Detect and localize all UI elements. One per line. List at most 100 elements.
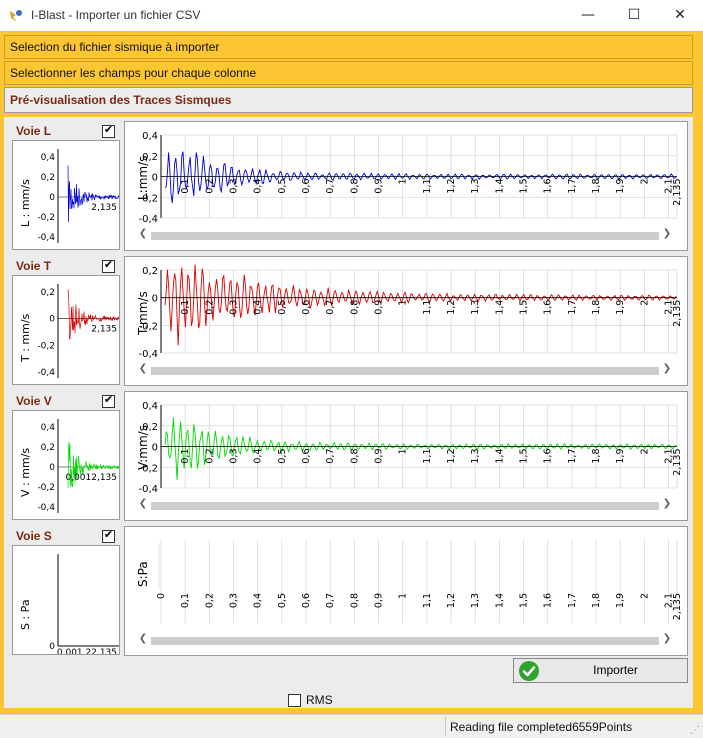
channel-checkbox[interactable]: ✔ <box>102 393 115 408</box>
y-tick-label: -0,4 <box>138 349 158 360</box>
x-tick-label: 1,8 <box>591 593 602 608</box>
scroll-left-icon[interactable]: ❮ <box>138 498 148 509</box>
checkmark-icon: ✔ <box>103 393 114 406</box>
x-tick-label: 1,5 <box>519 593 530 608</box>
scroll-thumb[interactable] <box>151 637 659 645</box>
trace-chart: L:mm/s 0,4 0,2 0 -0,2 -0,4 0,1 0,2 0,3 0,4 0,5 0,6 0… <box>124 121 688 251</box>
y-tick-label: 0,4 <box>142 131 158 142</box>
x-tick-label: 0 <box>156 593 167 599</box>
horizontal-scrollbar[interactable]: ❮ ❯ <box>137 228 673 242</box>
mini-tick-label: 0 <box>49 193 55 203</box>
x-tick-label: 0,7 <box>325 179 336 194</box>
scroll-left-icon[interactable]: ❮ <box>138 363 148 374</box>
x-tick-label: 0,5 <box>277 593 288 608</box>
scroll-right-icon[interactable]: ❯ <box>662 228 672 239</box>
resize-grip-icon[interactable]: ⋰ <box>690 725 700 736</box>
x-tick-label: 1,5 <box>519 449 530 464</box>
x-tick-label: 0,8 <box>349 449 360 464</box>
x-tick-label: 1,4 <box>494 300 505 315</box>
x-tick-label: 1,3 <box>470 449 481 464</box>
title-bar: I-Blast - Importer un fichier CSV — ☐ ✕ <box>0 0 703 31</box>
x-tick-label: 0,7 <box>325 593 336 608</box>
x-tick-label: 0,8 <box>349 300 360 315</box>
scroll-thumb[interactable] <box>151 502 659 510</box>
x-tick-label: 0,5 <box>277 179 288 194</box>
trace-chart: T:mm/s 0,2 0 -0,2 -0,4 0,1 0,2 0,3 0,4 0,5 0,6 0,7 0… <box>124 256 688 386</box>
x-tick-label: 0,6 <box>301 300 312 315</box>
x-tick-label: 2,1 <box>664 300 675 315</box>
x-tick-label: 2,1 <box>664 449 675 464</box>
y-tick-label: 0 <box>152 173 158 184</box>
mini-chart-svg: V : mm/s 0,4 0,2 0 -0,2 -0,4 0,0012,135 <box>19 419 119 513</box>
channel-label: Voie S <box>16 529 52 543</box>
x-tick-label: 2,135 <box>672 593 683 620</box>
x-tick-label: 0,9 <box>374 449 385 464</box>
scroll-left-icon[interactable]: ❮ <box>138 633 148 644</box>
maximize-button[interactable]: ☐ <box>627 7 641 23</box>
x-tick-label: 1,9 <box>615 449 626 464</box>
y-tick-label: 0 <box>152 294 158 305</box>
x-tick-label: 0,3 <box>229 300 240 315</box>
x-tick-label: 2,1 <box>664 179 675 194</box>
section-select-file[interactable]: Selection du fichier sismique à importer <box>4 35 693 59</box>
mini-chart: V : mm/s 0,4 0,2 0 -0,2 -0,4 0,0012,135 <box>12 410 120 520</box>
y-tick-label: 0,2 <box>142 152 158 163</box>
checkmark-icon: ✔ <box>103 528 114 541</box>
scroll-right-icon[interactable]: ❯ <box>662 633 672 644</box>
trace-chart: S:Pa 0 0,1 0,2 0,3 0,4 0,5 0,6 0,7 0,8 0,9 1 1,1 1,2 1… <box>124 526 688 656</box>
x-tick-label: 1,5 <box>519 179 530 194</box>
mini-tick-label: 0,2 <box>41 173 55 183</box>
channel-checkbox[interactable]: ✔ <box>102 528 115 543</box>
mini-x-label: 0,001 22,135 <box>57 648 117 655</box>
scroll-thumb[interactable] <box>151 232 659 240</box>
mini-signal-trace <box>67 165 119 223</box>
channel-checkbox[interactable]: ✔ <box>102 258 115 273</box>
signal-trace <box>164 417 677 480</box>
x-tick-label: 1,1 <box>422 593 433 608</box>
signal-trace <box>164 151 677 203</box>
scroll-right-icon[interactable]: ❯ <box>662 363 672 374</box>
scroll-right-icon[interactable]: ❯ <box>662 498 672 509</box>
x-tick-label: 1 <box>398 449 409 455</box>
channel-checkbox[interactable]: ✔ <box>102 123 115 138</box>
x-tick-label: 1,1 <box>422 179 433 194</box>
mini-signal-trace <box>67 441 119 489</box>
x-tick-label: 0,5 <box>277 300 288 315</box>
x-tick-label: 0,2 <box>204 179 215 194</box>
horizontal-scrollbar[interactable]: ❮ ❯ <box>137 498 673 512</box>
mini-tick-label: 0,4 <box>41 153 56 163</box>
close-button[interactable]: ✕ <box>674 7 686 23</box>
y-tick-label: -0,2 <box>138 193 158 204</box>
import-button[interactable]: Importer <box>513 658 688 683</box>
x-tick-label: 0,1 <box>180 593 191 608</box>
minimize-button[interactable]: — <box>581 7 595 23</box>
x-tick-label: 0,1 <box>180 179 191 194</box>
horizontal-scrollbar[interactable]: ❮ ❯ <box>137 633 673 647</box>
channel-label: Voie V <box>16 394 52 408</box>
mini-x-label: 2,135 <box>91 325 117 335</box>
x-tick-label: 2 <box>639 449 650 455</box>
rms-checkbox[interactable] <box>288 694 301 707</box>
x-tick-label: 0,4 <box>253 300 264 315</box>
x-tick-label: 1,1 <box>422 449 433 464</box>
section-preview[interactable]: Pré-visualisation des Traces Sismques <box>4 87 693 113</box>
main-area: Selection du fichier sismique à importer… <box>0 31 703 714</box>
checkmark-icon: ✔ <box>103 258 114 271</box>
horizontal-scrollbar[interactable]: ❮ ❯ <box>137 363 673 377</box>
section-select-fields[interactable]: Selectionner les champs pour chaque colo… <box>4 61 693 85</box>
mini-chart-svg: T : mm/s 0,2 0 -0,2 -0,4 2,135 <box>19 284 119 378</box>
y-tick-label: -0,4 <box>138 214 158 225</box>
x-tick-label: 0,9 <box>374 300 385 315</box>
mini-chart: L : mm/s 0,4 0,2 0 -0,2 -0,4 2,135 <box>12 140 120 250</box>
mini-tick-label: 0 <box>49 315 55 325</box>
x-tick-label: 0,1 <box>180 300 191 315</box>
x-tick-label: 2,135 <box>672 300 683 327</box>
mini-tick-label: -0,4 <box>37 368 55 378</box>
app-icon <box>10 10 22 22</box>
scroll-thumb[interactable] <box>151 367 659 375</box>
scroll-left-icon[interactable]: ❮ <box>138 228 148 239</box>
x-tick-label: 2,135 <box>672 449 683 476</box>
trace-chart-svg: L:mm/s 0,4 0,2 0 -0,2 -0,4 0,1 0,2 0,3 0,4 0,5 0,6 0… <box>136 131 683 225</box>
x-tick-label: 0,3 <box>229 593 240 608</box>
x-tick-label: 1,6 <box>543 593 554 608</box>
